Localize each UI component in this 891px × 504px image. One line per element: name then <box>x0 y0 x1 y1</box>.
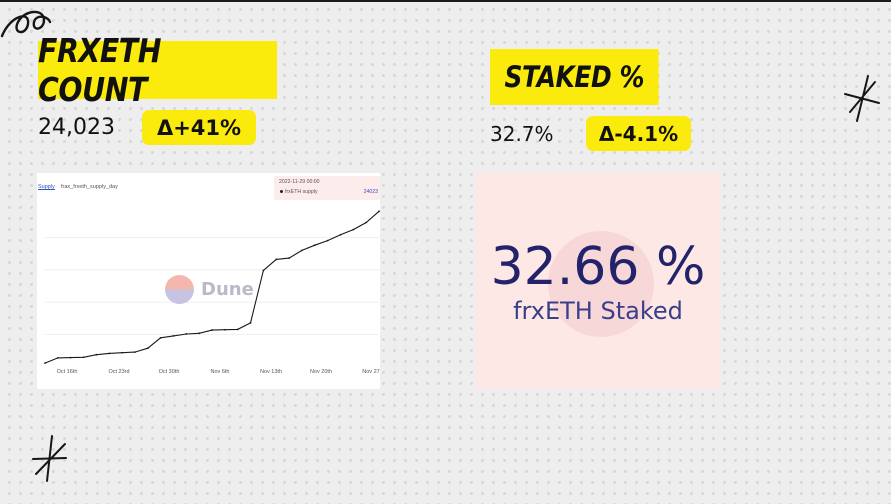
tooltip-series: frxETH supply <box>285 189 318 195</box>
staked-percent-delta-badge: Δ-4.1% <box>586 116 691 151</box>
supply-data-point <box>223 328 226 331</box>
x-tick-label: Oct 30th <box>159 369 180 375</box>
supply-tab[interactable]: Supply <box>38 184 55 190</box>
supply-data-point <box>198 332 201 335</box>
supply-data-point <box>159 336 162 339</box>
supply-data-point <box>95 353 98 356</box>
x-tick-label: Oct 16th <box>57 369 78 375</box>
supply-data-point <box>211 329 213 331</box>
staked-counter-card: 32.66 % frxETH Staked <box>476 173 720 389</box>
supply-data-point <box>352 228 355 231</box>
supply-data-point <box>288 257 290 260</box>
supply-data-point <box>69 356 72 359</box>
series-dot-icon <box>280 190 283 194</box>
chart-header: Supply frax_frxeth_supply_day <box>37 184 380 196</box>
frxeth-count-title: frxETH COUNT <box>38 31 278 109</box>
frxeth-count-delta-badge: Δ+41% <box>142 110 256 145</box>
x-tick-label: Nov 6th <box>211 369 230 375</box>
supply-data-point <box>44 362 46 365</box>
staked-percent-title: STAKED % <box>490 49 659 105</box>
dune-watermark: Dune <box>165 275 254 304</box>
supply-data-point <box>236 328 239 331</box>
supply-data-point <box>56 357 59 359</box>
staked-percent-value: 32.7% <box>490 122 554 146</box>
sparkle-doodle-icon <box>32 435 67 482</box>
x-tick-label: Nov 20th <box>310 369 332 375</box>
tooltip-value: 24023 <box>363 189 378 195</box>
supply-data-point <box>172 334 175 337</box>
supply-data-point <box>82 356 85 359</box>
supply-data-point <box>108 352 111 355</box>
supply-line-chart[interactable]: Oct 16th Oct 23rd Oct 30th Nov 6th Nov 13th N… <box>37 173 380 389</box>
frxeth-count-value: 24,023 <box>38 115 115 140</box>
chart-tooltip: 2022-11-29 00:00 frxETH supply 24023 <box>274 176 380 200</box>
swirl-doodle-icon <box>0 10 52 38</box>
supply-chart-card: Supply frax_frxeth_supply_day 2022-11-29… <box>37 173 380 389</box>
supply-data-point <box>378 210 380 213</box>
supply-data-point <box>326 239 329 242</box>
supply-data-point <box>275 258 278 261</box>
supply-data-point <box>249 322 252 324</box>
x-tick-label: Nov 13th <box>260 369 282 375</box>
staked-label: frxETH Staked <box>513 297 683 325</box>
supply-data-point <box>339 233 342 236</box>
supply-data-point <box>134 351 136 353</box>
dune-logo-icon <box>165 275 194 304</box>
sparkle-doodle-icon <box>844 75 880 122</box>
staked-big-number: 32.66 % <box>490 237 706 297</box>
supply-data-point <box>121 351 123 354</box>
supply-data-point <box>365 221 368 224</box>
dune-watermark-text: Dune <box>201 279 254 300</box>
supply-data-point <box>301 249 303 252</box>
supply-data-point <box>313 244 316 247</box>
supply-data-point <box>146 347 149 350</box>
tooltip-date: 2022-11-29 00:00 <box>279 179 320 185</box>
x-tick-label: Nov 27 <box>362 369 379 375</box>
background-circle <box>548 231 654 337</box>
x-tick-label: Oct 23rd <box>108 369 129 375</box>
query-name: frax_frxeth_supply_day <box>61 184 118 190</box>
supply-data-point <box>185 333 188 335</box>
supply-data-point <box>262 269 265 272</box>
